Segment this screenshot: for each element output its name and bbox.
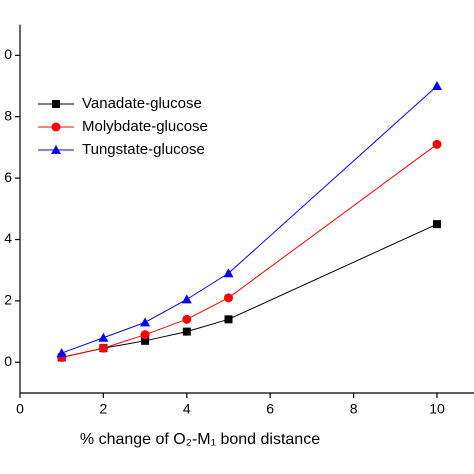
marker — [433, 220, 441, 229]
legend-label: Tungstate-glucose — [82, 141, 205, 158]
marker — [51, 145, 61, 154]
y-tick-label: 6 — [4, 169, 12, 185]
x-tick-label: 0 — [16, 401, 24, 417]
marker — [432, 81, 442, 90]
x-tick-label: 10 — [429, 401, 445, 417]
marker — [182, 327, 191, 336]
marker — [224, 293, 233, 303]
y-tick-label: 0 — [4, 46, 12, 62]
x-tick-label: 2 — [100, 401, 108, 417]
marker — [56, 348, 67, 358]
marker — [140, 330, 150, 340]
marker — [181, 294, 192, 304]
series-line — [61, 85, 438, 354]
series-line — [61, 223, 438, 358]
marker — [224, 315, 233, 324]
x-tick-label: 6 — [266, 401, 274, 417]
y-tick-label: 2 — [4, 292, 12, 308]
marker — [98, 343, 108, 353]
marker — [98, 332, 109, 342]
legend-label: Vanadate-glucose — [82, 95, 202, 112]
marker — [182, 314, 192, 324]
marker — [52, 100, 60, 108]
x-axis-label: % change of O₂-M₁ bond distance — [80, 431, 320, 448]
y-tick-label: 4 — [4, 230, 12, 246]
x-tick-label: 4 — [183, 401, 191, 417]
marker — [432, 139, 442, 149]
x-tick-label: 8 — [350, 401, 358, 417]
marker — [51, 122, 61, 132]
series-line — [61, 143, 438, 358]
legend-label: Molybdate-glucose — [82, 118, 208, 135]
marker — [141, 336, 150, 345]
y-tick-label: 0 — [4, 353, 12, 369]
marker — [223, 268, 234, 278]
y-tick-label: 8 — [4, 107, 12, 123]
marker — [140, 317, 151, 327]
